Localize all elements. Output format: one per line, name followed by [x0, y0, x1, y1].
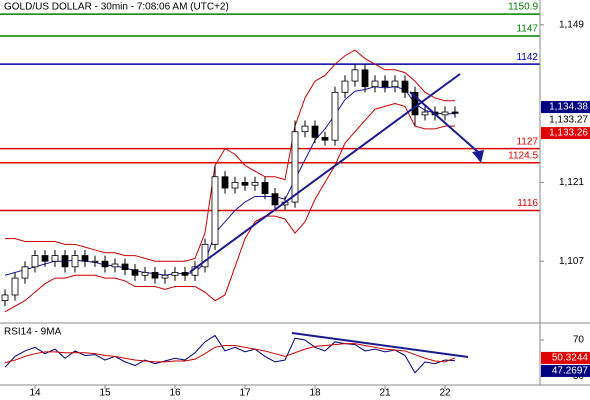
candle-body — [251, 181, 259, 186]
candle-body — [301, 125, 309, 133]
x-tick-label: 17 — [239, 388, 251, 399]
x-tick-label: 16 — [169, 388, 181, 399]
level-label: 1127 — [516, 136, 538, 147]
candle-body — [341, 80, 349, 93]
x-tick-label: 22 — [439, 388, 451, 399]
candle-body — [61, 255, 69, 268]
price-tag-label: 50.3244 — [552, 353, 589, 364]
level-label: 1150.9 — [508, 2, 538, 13]
level-label: 1124.5 — [508, 150, 538, 161]
trend-arrow — [409, 91, 479, 153]
candle-body — [21, 266, 29, 279]
candle-body — [351, 69, 359, 82]
indicator-line — [4, 86, 455, 276]
price-tag-label: 47.2697 — [552, 366, 589, 377]
candle-body — [171, 272, 179, 276]
price-tag — [541, 114, 590, 127]
candle-body — [291, 131, 299, 203]
indicator-line — [5, 49, 455, 262]
candle-body — [451, 111, 459, 114]
candle-body — [261, 181, 269, 195]
candle-body — [101, 260, 109, 268]
x-tick-label: 15 — [99, 388, 111, 399]
candle-body — [121, 263, 129, 271]
x-tick-label: 21 — [379, 388, 391, 399]
chart-title: GOLD/US DOLLAR - 30min - 7:08:06 AM (UTC… — [4, 2, 229, 13]
price-tag-label: 1,133.26 — [549, 128, 588, 139]
candle-body — [321, 136, 329, 141]
candle-body — [381, 80, 389, 88]
candle-body — [111, 263, 119, 268]
candle-body — [91, 260, 99, 263]
candle-body — [41, 255, 49, 262]
level-label: 1116 — [517, 198, 538, 209]
x-tick-label: 14 — [29, 388, 41, 399]
price-tag — [541, 127, 590, 140]
price-tag — [541, 101, 590, 114]
candle-body — [221, 176, 229, 189]
candle-body — [421, 111, 429, 116]
candle-body — [311, 125, 319, 138]
price-tag-label: 1,133.27 — [549, 115, 588, 126]
candle-body — [361, 69, 369, 88]
candle-body — [81, 255, 89, 262]
price-tag — [541, 364, 590, 377]
candle-body — [141, 272, 149, 276]
candle-body — [331, 91, 339, 141]
candle-body — [151, 272, 159, 279]
candle-body — [371, 80, 379, 88]
rsi-title: RSI14 - 9MA — [4, 327, 62, 338]
candle-body — [71, 255, 79, 268]
candle-body — [11, 277, 19, 296]
indicator-line — [4, 103, 455, 313]
arrow-head — [472, 150, 484, 163]
candle-body — [241, 181, 249, 186]
candle-body — [51, 255, 59, 262]
indicator-line — [4, 343, 456, 364]
rsi-trend-line — [291, 332, 469, 358]
candle-body — [441, 111, 449, 116]
y-tick-label: 70 — [573, 335, 585, 346]
level-label: 1142 — [516, 52, 538, 63]
candle-body — [231, 181, 239, 189]
candle-body — [131, 269, 139, 276]
candle-body — [391, 80, 399, 88]
level-label: 1147 — [516, 24, 538, 35]
price-tag-label: 1,134.38 — [549, 102, 588, 113]
candle-body — [1, 294, 9, 302]
candle-body — [271, 193, 279, 206]
candle-body — [31, 255, 39, 268]
candle-body — [211, 176, 219, 245]
candle-body — [401, 80, 409, 93]
y-tick-label: 1,107 — [559, 256, 584, 267]
candle-body — [181, 272, 189, 276]
y-tick-label: 1,149 — [559, 19, 584, 30]
trend-line — [189, 73, 461, 273]
y-tick-label: 1,121 — [559, 177, 584, 188]
candle-body — [161, 274, 169, 279]
price-tag — [541, 351, 590, 364]
candle-body — [201, 243, 209, 268]
x-tick-label: 18 — [309, 388, 321, 399]
